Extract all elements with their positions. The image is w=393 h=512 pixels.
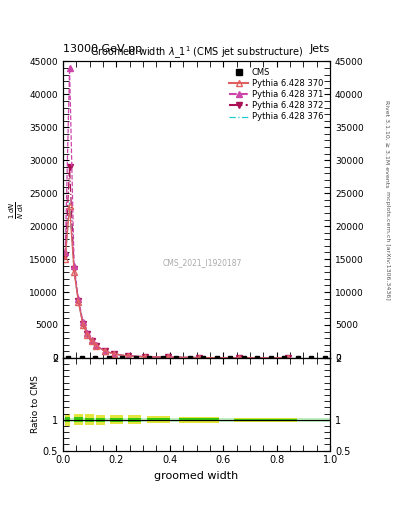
Pythia 6.428 372 [81, 321, 85, 327]
Pythia 6.428 370 [165, 354, 170, 360]
Pythia 6.428 370 [89, 338, 94, 345]
Pythia 6.428 370 [63, 256, 68, 262]
Pythia 6.428 376 [286, 355, 290, 361]
Line: Pythia 6.428 372: Pythia 6.428 372 [62, 164, 291, 360]
Pythia 6.428 376 [63, 254, 68, 261]
Pythia 6.428 370 [76, 299, 81, 305]
Pythia 6.428 371 [165, 354, 170, 360]
Pythia 6.428 371 [85, 330, 90, 336]
Pythia 6.428 370 [85, 332, 90, 338]
Title: Groomed width $\lambda\_1^1$ (CMS jet substructure): Groomed width $\lambda\_1^1$ (CMS jet su… [90, 45, 303, 61]
Pythia 6.428 372 [236, 355, 241, 361]
Pythia 6.428 376 [165, 354, 170, 360]
Pythia 6.428 371 [63, 249, 68, 255]
Pythia 6.428 376 [76, 298, 81, 304]
Pythia 6.428 372 [85, 331, 90, 337]
Pythia 6.428 376 [89, 338, 94, 345]
Pythia 6.428 372 [165, 354, 170, 360]
Text: CMS_2021_I1920187: CMS_2021_I1920187 [162, 259, 242, 268]
Pythia 6.428 376 [236, 355, 241, 361]
Pythia 6.428 371 [89, 337, 94, 343]
Pythia 6.428 376 [196, 354, 201, 360]
Pythia 6.428 370 [196, 354, 201, 360]
Pythia 6.428 371 [103, 348, 107, 354]
Pythia 6.428 370 [125, 353, 130, 359]
Text: mcplots.cern.ch [arXiv:1306.3436]: mcplots.cern.ch [arXiv:1306.3436] [385, 191, 389, 300]
Pythia 6.428 370 [67, 203, 72, 209]
Pythia 6.428 370 [72, 269, 77, 275]
Pythia 6.428 376 [72, 268, 77, 274]
Pythia 6.428 372 [67, 164, 72, 170]
Pythia 6.428 371 [67, 65, 72, 71]
Y-axis label: $\frac{1}{N}\frac{dN}{d\lambda}$: $\frac{1}{N}\frac{dN}{d\lambda}$ [8, 201, 26, 219]
Pythia 6.428 372 [72, 266, 77, 272]
Pythia 6.428 371 [72, 263, 77, 269]
Pythia 6.428 372 [196, 354, 201, 360]
Pythia 6.428 376 [67, 200, 72, 206]
Pythia 6.428 371 [112, 351, 117, 357]
Pythia 6.428 371 [286, 355, 290, 361]
Pythia 6.428 371 [196, 354, 201, 360]
Line: Pythia 6.428 370: Pythia 6.428 370 [62, 204, 291, 360]
Pythia 6.428 376 [112, 351, 117, 357]
Pythia 6.428 376 [103, 348, 107, 354]
Pythia 6.428 376 [94, 343, 99, 349]
Pythia 6.428 372 [112, 351, 117, 357]
Pythia 6.428 370 [286, 355, 290, 361]
Pythia 6.428 370 [81, 322, 85, 328]
Pythia 6.428 376 [81, 321, 85, 327]
Y-axis label: Ratio to CMS: Ratio to CMS [31, 375, 40, 433]
Pythia 6.428 372 [89, 338, 94, 344]
Pythia 6.428 370 [94, 343, 99, 349]
Pythia 6.428 371 [236, 355, 241, 361]
Pythia 6.428 376 [85, 331, 90, 337]
Pythia 6.428 372 [63, 253, 68, 259]
Pythia 6.428 371 [125, 353, 130, 359]
Pythia 6.428 372 [103, 348, 107, 354]
Pythia 6.428 370 [143, 354, 147, 360]
Text: Jets: Jets [310, 44, 330, 54]
X-axis label: groomed width: groomed width [154, 471, 239, 481]
Pythia 6.428 371 [94, 343, 99, 349]
Pythia 6.428 376 [125, 353, 130, 359]
Line: Pythia 6.428 376: Pythia 6.428 376 [65, 203, 288, 358]
Pythia 6.428 372 [94, 343, 99, 349]
Pythia 6.428 376 [143, 354, 147, 360]
Pythia 6.428 372 [286, 355, 290, 361]
Pythia 6.428 371 [143, 354, 147, 360]
Legend: CMS, Pythia 6.428 370, Pythia 6.428 371, Pythia 6.428 372, Pythia 6.428 376: CMS, Pythia 6.428 370, Pythia 6.428 371,… [227, 66, 326, 124]
Pythia 6.428 372 [125, 353, 130, 359]
Pythia 6.428 371 [81, 318, 85, 325]
Text: 13000 GeV pp: 13000 GeV pp [63, 44, 142, 54]
Pythia 6.428 370 [236, 355, 241, 361]
Bar [63, 418, 330, 421]
Line: Pythia 6.428 371: Pythia 6.428 371 [62, 65, 291, 360]
Pythia 6.428 372 [143, 354, 147, 360]
Text: Rivet 3.1.10, ≥ 3.1M events: Rivet 3.1.10, ≥ 3.1M events [385, 100, 389, 187]
Pythia 6.428 371 [76, 295, 81, 302]
Pythia 6.428 370 [112, 351, 117, 357]
Pythia 6.428 372 [76, 297, 81, 304]
Pythia 6.428 370 [103, 348, 107, 354]
